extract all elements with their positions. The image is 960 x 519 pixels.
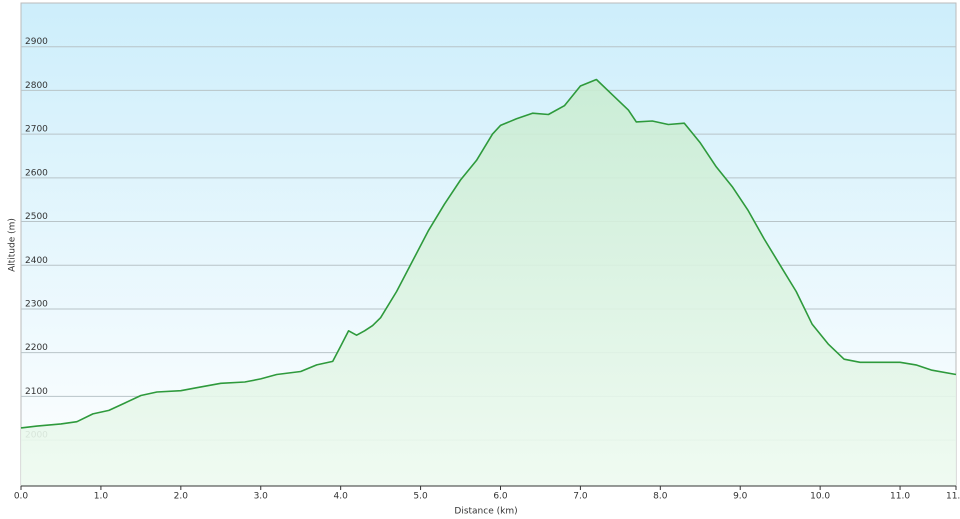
elevation-area xyxy=(21,79,956,486)
y-tick-label: 2100 xyxy=(25,387,48,397)
x-tick-label: 1.0 xyxy=(94,492,109,502)
x-tick-label: 5.0 xyxy=(413,492,428,502)
y-tick-label: 2400 xyxy=(25,256,48,266)
x-tick-label: 6.0 xyxy=(493,492,508,502)
x-tick-label: 10.0 xyxy=(810,492,830,502)
y-tick-label: 2500 xyxy=(25,212,48,222)
y-tick-label: 2200 xyxy=(25,343,48,353)
y-tick-label: 2700 xyxy=(25,125,48,135)
x-tick-label: 2.0 xyxy=(174,492,189,502)
y-tick-label: 2800 xyxy=(25,81,48,91)
x-axis-label: Distance (km) xyxy=(454,507,517,517)
y-axis-label: Altitude (m) xyxy=(8,218,18,272)
x-tick-label: 0.0 xyxy=(14,492,29,502)
x-tick-label: 11.0 xyxy=(890,492,910,502)
x-tick-label: 9.0 xyxy=(733,492,748,502)
x-tick-label: 7.0 xyxy=(573,492,588,502)
x-tick-label: 11.7 xyxy=(946,492,960,502)
y-tick-label: 2300 xyxy=(25,299,48,309)
y-tick-label: 2900 xyxy=(25,37,48,47)
x-tick-label: 4.0 xyxy=(333,492,348,502)
elevation-line xyxy=(20,78,957,429)
x-tick-label: 3.0 xyxy=(254,492,269,502)
x-tick-label: 8.0 xyxy=(653,492,668,502)
y-tick-label: 2600 xyxy=(25,168,48,178)
